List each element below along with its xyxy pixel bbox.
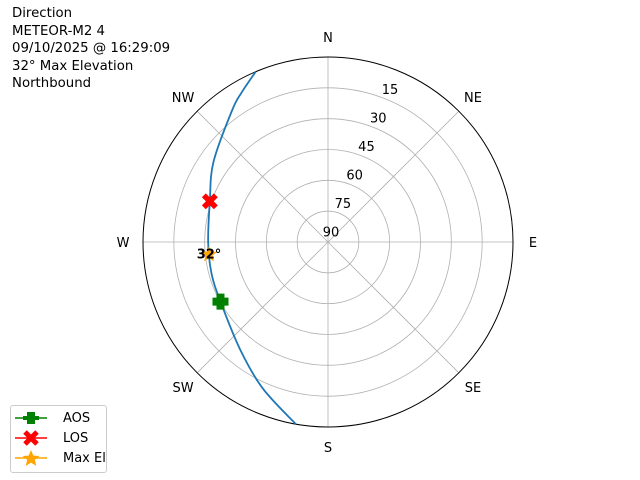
- radial-tick-label: 75: [335, 197, 352, 212]
- compass-label-e: E: [529, 236, 537, 251]
- radial-tick-label: 15: [382, 83, 399, 98]
- info-direction: Northbound: [12, 76, 92, 91]
- radial-tick-label: 30: [370, 112, 387, 127]
- legend: AOS LOS Max El: [10, 405, 107, 473]
- aos-marker: [212, 293, 229, 310]
- info-satellite: METEOR-M2 4: [12, 23, 105, 39]
- radial-tick-label: 60: [346, 169, 363, 184]
- grid-ring: [204, 118, 452, 366]
- satellite-track: [207, 71, 297, 425]
- outer-ring: [142, 56, 514, 428]
- max-elevation-annotation: 32°: [197, 248, 222, 263]
- los-marker: [201, 193, 218, 210]
- legend-label-aos: AOS: [63, 410, 91, 426]
- info-max-elevation: 32° Max Elevation: [12, 58, 134, 74]
- aos-marker-icon: [15, 412, 47, 424]
- compass-label-w: W: [117, 236, 130, 251]
- radial-tick-label: 45: [358, 140, 375, 155]
- grid-ring: [173, 87, 483, 397]
- max-el-marker: [200, 246, 218, 262]
- info-datetime: 09/10/2025 @ 16:29:09: [12, 41, 171, 56]
- compass-label-sw: SW: [172, 381, 193, 396]
- compass-label-nw: NW: [172, 91, 195, 106]
- legend-item-max-el: Max El: [11, 448, 106, 468]
- legend-label-max-el: Max El: [63, 450, 106, 466]
- compass-label-se: SE: [465, 381, 481, 396]
- legend-item-aos: AOS: [11, 408, 90, 428]
- legend-label-los: LOS: [63, 430, 89, 446]
- pass-info: Direction METEOR-M2 4 09/10/2025 @ 16:29…: [12, 5, 170, 93]
- grid-ring: [235, 149, 421, 335]
- radial-tick-label: 90: [323, 226, 340, 241]
- los-marker-icon: [15, 430, 47, 446]
- grid-ring: [265, 179, 391, 305]
- max-el-marker-icon: [15, 450, 47, 466]
- info-title: Direction: [12, 6, 73, 21]
- compass-label-ne: NE: [464, 91, 482, 106]
- legend-item-los: LOS: [11, 428, 88, 448]
- grid-ring: [296, 210, 360, 274]
- compass-label-n: N: [323, 31, 333, 46]
- compass-label-s: S: [324, 441, 332, 456]
